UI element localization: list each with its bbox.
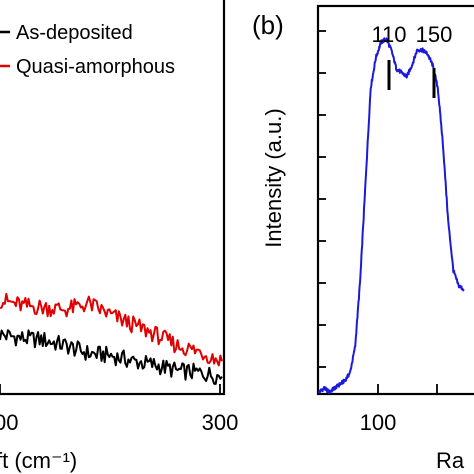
legend-quasi-amorphous-label: Quasi-amorphous <box>16 56 175 78</box>
panel-a-frame <box>0 0 226 396</box>
panel-a-legend: As-deposited Quasi-amorphous <box>0 22 175 78</box>
panel-b-label: (b) <box>252 10 284 40</box>
panel-a-quasi-amorphous-line <box>0 292 223 367</box>
panel-a: As-deposited Quasi-amorphous 00 300 ft (… <box>0 0 238 473</box>
panel-b-xtick-label-1: 100 <box>360 410 397 435</box>
panel-b-spectrum-line <box>318 37 465 394</box>
panel-a-xlabel: ft (cm⁻¹) <box>0 448 77 473</box>
legend-as-deposited-label: As-deposited <box>16 22 133 44</box>
annotation-150: 150 <box>416 22 453 47</box>
panel-b: (b) 110 150 Intensity (a.u.) 100 Ra <box>252 4 474 473</box>
panel-b-series <box>318 37 465 394</box>
panel-a-xtick-label-2: 300 <box>202 410 239 435</box>
panel-b-frame <box>316 4 474 396</box>
annotation-110: 110 <box>371 22 406 47</box>
panel-b-ylabel: Intensity (a.u.) <box>261 108 286 247</box>
panel-a-series <box>0 292 223 385</box>
panel-b-xlabel: Ra <box>436 448 465 473</box>
panel-b-yticks <box>318 30 326 368</box>
panel-a-as-deposited-line <box>0 329 223 385</box>
panel-a-xtick-label-1: 00 <box>0 410 18 435</box>
